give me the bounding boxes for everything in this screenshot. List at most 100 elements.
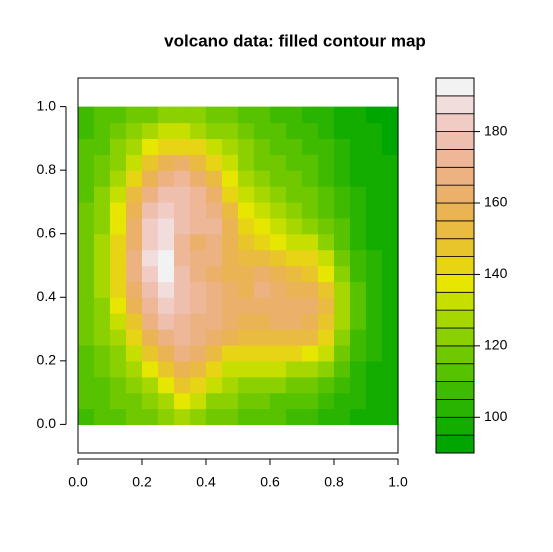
colorbar-tick-label: 160 — [484, 194, 508, 210]
contour-cell — [174, 297, 191, 314]
contour-cell — [126, 154, 143, 171]
contour-cell — [174, 281, 191, 298]
contour-cell — [270, 122, 287, 139]
contour-cell — [254, 344, 271, 362]
contour-cell — [94, 376, 111, 394]
contour-cell — [142, 138, 159, 155]
contour-cell — [126, 297, 143, 314]
contour-cell — [286, 106, 303, 124]
contour-cell — [78, 170, 95, 187]
contour-cell — [302, 313, 319, 330]
contour-cell — [366, 408, 383, 425]
contour-cell — [254, 122, 271, 139]
contour-cell — [254, 329, 271, 346]
contour-cell — [334, 186, 351, 203]
contour-cell — [110, 392, 127, 410]
contour-cell — [158, 344, 175, 362]
contour-cell — [126, 201, 143, 219]
contour-cell — [334, 217, 351, 235]
contour-cell — [126, 170, 143, 187]
contour-cell — [142, 170, 159, 187]
contour-cell — [94, 106, 111, 124]
contour-cell — [318, 376, 335, 394]
colorbar-band — [435, 327, 475, 347]
contour-cell — [222, 313, 239, 330]
contour-cell — [270, 392, 287, 410]
plot-frame — [77, 77, 399, 454]
contour-cell — [366, 122, 383, 139]
contour-cell — [318, 392, 335, 410]
contour-cell — [110, 329, 127, 346]
chart-title: volcano data: filled contour map — [164, 31, 426, 50]
contour-cell — [94, 281, 111, 298]
contour-cell — [286, 297, 303, 314]
contour-cell — [350, 297, 367, 314]
contour-cell — [270, 297, 287, 314]
contour-cell — [142, 217, 159, 235]
contour-cell — [190, 170, 207, 187]
contour-cell — [334, 376, 351, 394]
contour-cell — [174, 201, 191, 219]
x-tick-label: 0.6 — [260, 474, 280, 490]
contour-cell — [190, 297, 207, 314]
contour-cell — [254, 201, 271, 219]
contour-cell — [110, 217, 127, 235]
contour-cell — [366, 249, 383, 267]
contour-cell — [334, 249, 351, 267]
contour-cell — [190, 313, 207, 330]
colorbar-band — [435, 274, 475, 293]
contour-cell — [222, 329, 239, 346]
contour-cell — [334, 122, 351, 139]
contour-cell — [334, 265, 351, 282]
contour-cell — [206, 106, 223, 124]
contour-cell — [382, 186, 399, 203]
contour-cell — [158, 329, 175, 346]
contour-cell — [110, 281, 127, 298]
contour-cell — [238, 281, 255, 298]
contour-cell — [222, 344, 239, 362]
contour-cell — [286, 313, 303, 330]
contour-cell — [126, 138, 143, 155]
contour-cell — [126, 106, 143, 124]
contour-cell — [174, 233, 191, 251]
contour-cell — [78, 249, 95, 267]
contour-cell — [142, 376, 159, 394]
contour-cell — [318, 154, 335, 171]
contour-cell — [142, 360, 159, 378]
contour-cell — [366, 186, 383, 203]
contour-cell — [206, 297, 223, 314]
contour-cell — [110, 376, 127, 394]
contour-cell — [286, 122, 303, 139]
contour-cell — [334, 106, 351, 124]
contour-cell — [254, 408, 271, 425]
contour-cell — [158, 170, 175, 187]
contour-cell — [286, 281, 303, 298]
contour-cell — [158, 376, 175, 394]
contour-cell — [238, 360, 255, 378]
contour-cell — [382, 249, 399, 267]
contour-cell — [206, 265, 223, 282]
contour-cell — [366, 360, 383, 378]
contour-cell — [350, 249, 367, 267]
contour-cell — [270, 313, 287, 330]
contour-cell — [302, 122, 319, 139]
contour-cell — [270, 360, 287, 378]
contour-cell — [238, 344, 255, 362]
contour-cell — [382, 376, 399, 394]
contour-cell — [334, 201, 351, 219]
contour-cell — [350, 329, 367, 346]
contour-cell — [254, 170, 271, 187]
contour-cell — [318, 186, 335, 203]
contour-cell — [126, 217, 143, 235]
contour-cell — [350, 154, 367, 171]
contour-cell — [302, 170, 319, 187]
contour-cell — [286, 249, 303, 267]
contour-cell — [286, 265, 303, 282]
contour-cell — [270, 186, 287, 203]
contour-cell — [318, 265, 335, 282]
contour-cell — [286, 186, 303, 203]
colorbar-band — [435, 256, 475, 275]
contour-cell — [270, 281, 287, 298]
contour-cell — [286, 376, 303, 394]
contour-cell — [206, 281, 223, 298]
